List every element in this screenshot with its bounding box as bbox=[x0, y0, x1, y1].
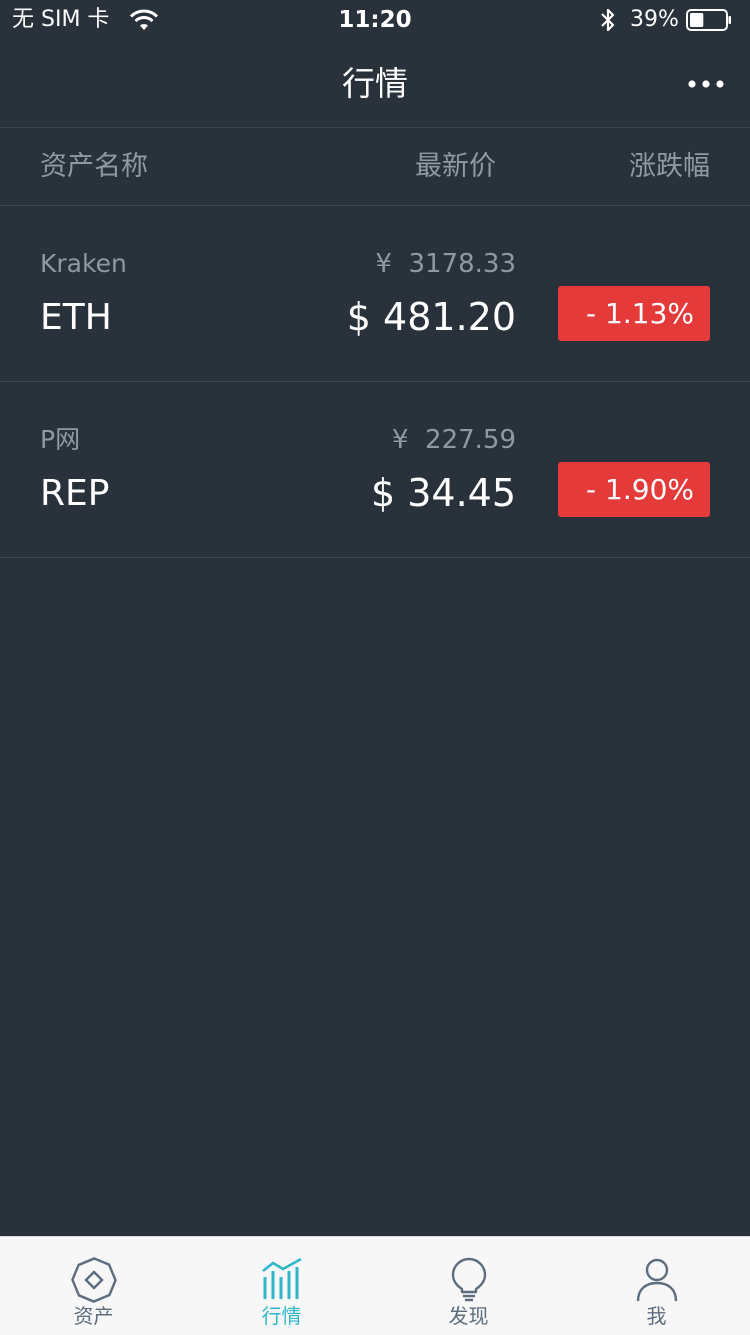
price-usd: $ 481.20 bbox=[346, 295, 516, 339]
battery-icon bbox=[686, 9, 731, 31]
status-time: 11:20 bbox=[338, 7, 412, 33]
nav-bar: 行情 bbox=[0, 40, 750, 128]
person-icon bbox=[636, 1258, 678, 1302]
wifi-icon bbox=[129, 9, 159, 30]
tab-label: 发现 bbox=[448, 1304, 489, 1328]
battery-percent: 39% bbox=[630, 7, 679, 32]
tab-bar: 资产 行情 发现 我 bbox=[0, 1236, 750, 1335]
tab-label: 资产 bbox=[73, 1304, 114, 1328]
chart-bars-icon bbox=[262, 1257, 302, 1299]
more-dots-icon[interactable] bbox=[682, 66, 730, 102]
page-title: 行情 bbox=[342, 64, 408, 103]
column-header: 资产名称 最新价 涨跌幅 bbox=[0, 128, 750, 206]
exchange-label: P网 bbox=[40, 425, 81, 454]
tab-label: 我 bbox=[646, 1304, 667, 1328]
column-asset-name: 资产名称 bbox=[40, 151, 148, 182]
tab-label: 行情 bbox=[261, 1304, 302, 1328]
carrier-label: 无 SIM 卡 bbox=[12, 7, 110, 32]
tab-market[interactable]: 行情 bbox=[188, 1237, 375, 1335]
market-row[interactable]: P网 REP ¥ 227.59 $ 34.45 - 1.90% bbox=[0, 382, 750, 558]
change-badge[interactable]: - 1.13% bbox=[558, 286, 710, 341]
price-usd: $ 34.45 bbox=[370, 471, 516, 515]
column-latest-price[interactable]: 最新价 bbox=[415, 151, 496, 182]
market-row[interactable]: Kraken ETH ¥ 3178.33 $ 481.20 - 1.13% bbox=[0, 206, 750, 382]
price-cny: ¥ 3178.33 bbox=[375, 249, 516, 279]
bluetooth-icon bbox=[601, 8, 615, 32]
tab-discover[interactable]: 发现 bbox=[375, 1237, 562, 1335]
status-bar: 无 SIM 卡 11:20 39% bbox=[0, 0, 750, 40]
tab-me[interactable]: 我 bbox=[563, 1237, 750, 1335]
price-cny: ¥ 227.59 bbox=[391, 425, 516, 455]
exchange-label: Kraken bbox=[40, 249, 127, 278]
column-change[interactable]: 涨跌幅 bbox=[629, 151, 710, 182]
octagon-diamond-icon bbox=[71, 1257, 117, 1303]
asset-symbol: REP bbox=[40, 473, 110, 514]
lightbulb-icon bbox=[451, 1257, 487, 1302]
change-badge[interactable]: - 1.90% bbox=[558, 462, 710, 517]
tab-assets[interactable]: 资产 bbox=[0, 1237, 187, 1335]
asset-symbol: ETH bbox=[40, 297, 112, 338]
